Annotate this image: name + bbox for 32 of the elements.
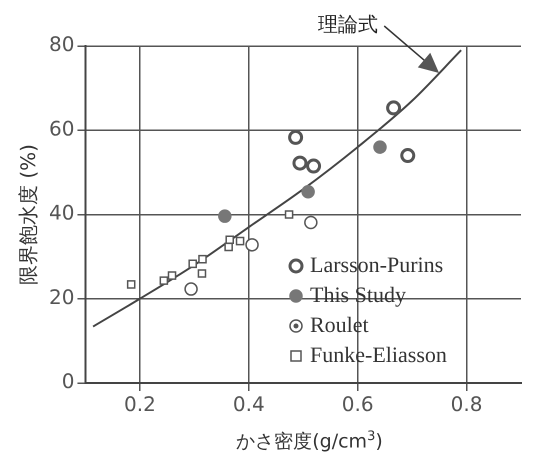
y-axis-title: 限界飽水度 (%) [16,144,40,285]
point [224,242,233,252]
y-tick-label: 80 [48,32,74,56]
y-tick-label: 40 [48,200,74,225]
x-tick-label: 0.8 [450,392,482,416]
point [301,185,315,199]
x-tick-label: 0.6 [342,392,374,416]
x-tick-label: 0.4 [232,392,265,416]
point [168,271,176,280]
point [236,236,244,246]
x-axis-title: かさ密度(g/cm$^{3}$) [236,428,383,452]
point [198,269,206,278]
y-tick-label: 0 [62,369,74,394]
point [160,276,168,285]
point [126,280,136,289]
x-tick-label: 0.2 [124,392,156,416]
y-tick-label: 20 [48,284,74,309]
point [284,210,294,219]
point [288,130,304,145]
point [400,148,416,164]
point [386,100,402,116]
point [198,254,207,264]
point [306,158,322,174]
point [218,209,232,223]
point [188,260,197,268]
y-tick-label: 60 [48,116,74,140]
point [184,282,198,296]
text: 理論式 [318,12,378,36]
point [304,216,318,230]
point [373,140,387,154]
point [292,156,308,171]
point [245,238,259,252]
